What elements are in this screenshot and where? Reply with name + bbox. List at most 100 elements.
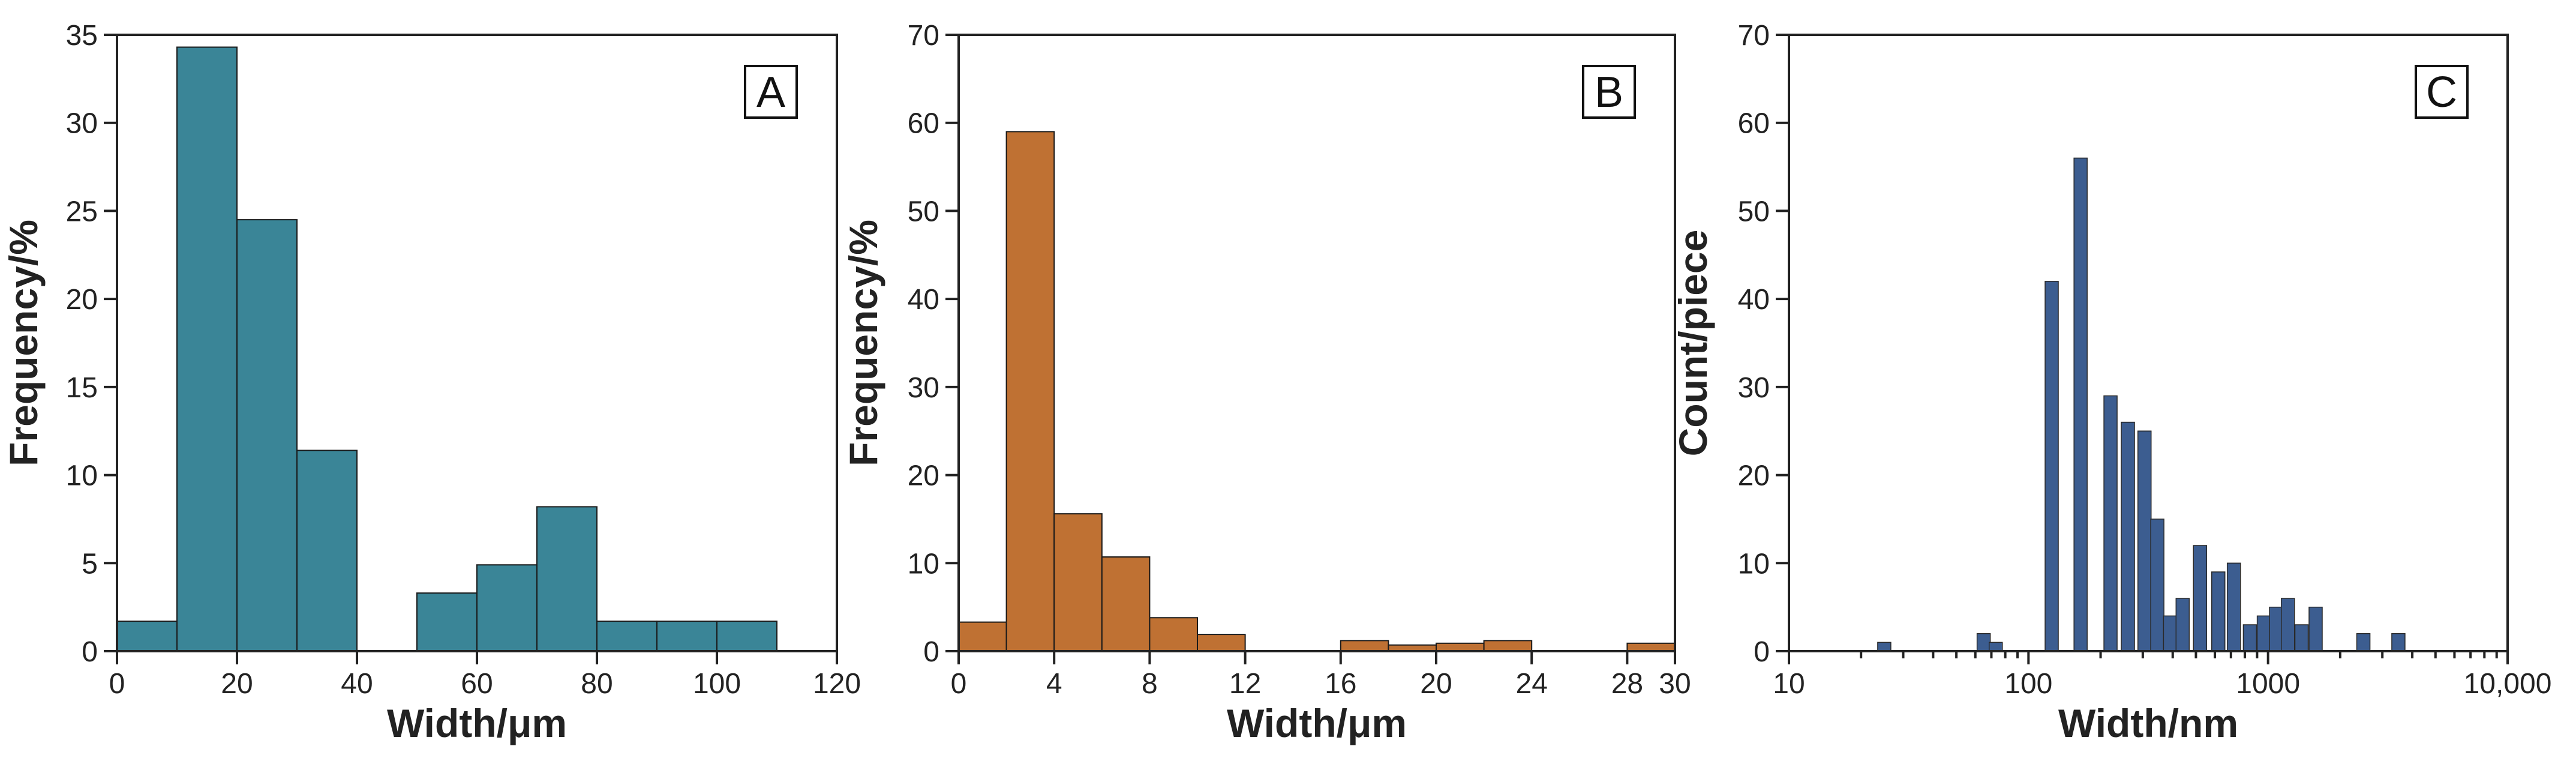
bar-305 bbox=[2137, 430, 2152, 652]
x-tick-label: 30 bbox=[1659, 668, 1691, 700]
y-tick-label: 70 bbox=[1738, 20, 1770, 52]
y-tick-label: 50 bbox=[1738, 196, 1770, 227]
bar-25 bbox=[1877, 642, 1892, 652]
y-tick-label: 15 bbox=[66, 372, 98, 404]
bar-20-30 bbox=[236, 219, 298, 652]
x-tick-label: 10 bbox=[1773, 668, 1805, 700]
x-tick-label: 10,000 bbox=[2464, 668, 2552, 700]
y-tick-label: 10 bbox=[66, 460, 98, 492]
y-tick-label: 40 bbox=[1738, 284, 1770, 316]
x-tick-label: 24 bbox=[1516, 668, 1548, 700]
x-tick-label: 16 bbox=[1325, 668, 1356, 700]
bar-90-100 bbox=[656, 621, 717, 652]
y-tick-label: 0 bbox=[1754, 636, 1770, 668]
x-tick-label: 1000 bbox=[2236, 668, 2300, 700]
plot-frame bbox=[957, 34, 1676, 652]
panel-label-box bbox=[1582, 65, 1636, 119]
x-tick-label: 4 bbox=[1046, 668, 1062, 700]
bar-0-2 bbox=[958, 621, 1007, 652]
x-tick-label: 100 bbox=[693, 668, 741, 700]
x-tick-label: 80 bbox=[581, 668, 613, 700]
panel-label: C bbox=[2426, 68, 2457, 116]
bars-group bbox=[1877, 157, 2406, 652]
bar-70-80 bbox=[536, 506, 598, 652]
bar-440 bbox=[2175, 598, 2190, 652]
bars-group bbox=[116, 46, 777, 652]
bar-720 bbox=[2226, 562, 2241, 652]
bar-3500 bbox=[2391, 633, 2406, 652]
bar-2500 bbox=[2356, 633, 2371, 652]
bar-4-6 bbox=[1053, 513, 1103, 652]
y-tick-label: 0 bbox=[923, 636, 939, 668]
bar-60-70 bbox=[476, 564, 538, 652]
bar-6-8 bbox=[1101, 556, 1151, 652]
bar-125 bbox=[2044, 281, 2059, 652]
y-tick-label: 35 bbox=[66, 20, 98, 52]
bar-2-4 bbox=[1005, 131, 1055, 652]
x-tick-label: 0 bbox=[951, 668, 967, 700]
bar-840 bbox=[2242, 624, 2257, 652]
bars-group bbox=[958, 131, 1676, 652]
chart-panel-b: 0 10 20 30 40 50 60 70 0 4 8 12 16 20 24 28 30 Width/μm Fr… bbox=[841, 20, 1691, 745]
bar-260 bbox=[2121, 421, 2135, 652]
panel-label-box bbox=[2415, 65, 2469, 119]
x-tick-label: 60 bbox=[461, 668, 493, 700]
bar-620 bbox=[2211, 571, 2226, 652]
panel-label-box bbox=[744, 65, 798, 119]
y-tick-label: 30 bbox=[1738, 372, 1770, 404]
y-axis-title: Count/piece bbox=[1671, 230, 1715, 457]
bar-22-24 bbox=[1483, 640, 1533, 652]
bar-1580 bbox=[2308, 606, 2323, 652]
bar-220 bbox=[2103, 395, 2118, 652]
panel-label: B bbox=[1595, 68, 1623, 116]
bar-165 bbox=[2073, 157, 2088, 652]
bar-10-12 bbox=[1197, 634, 1246, 652]
x-tick-label: 20 bbox=[221, 668, 253, 700]
y-tick-label: 30 bbox=[66, 108, 98, 140]
y-axis-title: Frequency/% bbox=[841, 220, 885, 466]
bar-100-110 bbox=[716, 621, 777, 652]
bar-1380 bbox=[2294, 624, 2309, 652]
y-tick-label: 50 bbox=[908, 196, 939, 227]
y-tick-label: 20 bbox=[908, 460, 939, 492]
y-tick-label: 20 bbox=[1738, 460, 1770, 492]
bar-0-10 bbox=[116, 621, 178, 652]
bar-30-40 bbox=[296, 450, 358, 652]
x-tick-label: 8 bbox=[1142, 668, 1158, 700]
x-tick-label: 28 bbox=[1611, 668, 1643, 700]
x-tick-label: 0 bbox=[109, 668, 125, 700]
bar-1210 bbox=[2280, 598, 2295, 652]
bar-1080 bbox=[2269, 606, 2283, 652]
bar-345 bbox=[2150, 519, 2164, 652]
y-tick-label: 10 bbox=[1738, 548, 1770, 580]
bar-80-90 bbox=[596, 621, 657, 652]
y-tick-label: 60 bbox=[1738, 108, 1770, 140]
bar-16-18 bbox=[1340, 640, 1389, 652]
panel-label: A bbox=[756, 68, 785, 116]
bar-960 bbox=[2256, 615, 2271, 652]
y-tick-label: 5 bbox=[82, 548, 98, 580]
bar-73 bbox=[1989, 642, 2003, 652]
chart-panel-a: 0 5 10 15 20 25 30 35 0 20 40 60 80 100 120 Width/μm Fre… bbox=[1, 20, 861, 745]
y-tick-label: 10 bbox=[908, 548, 939, 580]
x-tick-label: 100 bbox=[2004, 668, 2052, 700]
bar-520 bbox=[2193, 545, 2208, 652]
x-axis-title: Width/μm bbox=[1227, 701, 1407, 745]
y-tick-label: 40 bbox=[908, 284, 939, 316]
y-tick-label: 60 bbox=[908, 108, 939, 140]
bar-50-60 bbox=[416, 592, 478, 652]
x-tick-label: 20 bbox=[1420, 668, 1452, 700]
plot-frame bbox=[1788, 34, 2509, 652]
x-axis-title: Width/μm bbox=[387, 701, 567, 745]
bar-8-10 bbox=[1149, 617, 1199, 652]
x-tick-label: 120 bbox=[813, 668, 861, 700]
y-tick-label: 20 bbox=[66, 284, 98, 316]
y-tick-label: 30 bbox=[908, 372, 939, 404]
x-tick-label: 12 bbox=[1229, 668, 1261, 700]
bar-65 bbox=[1976, 633, 1991, 652]
y-tick-label: 0 bbox=[82, 636, 98, 668]
y-tick-label: 70 bbox=[908, 20, 939, 52]
y-tick-label: 25 bbox=[66, 196, 98, 227]
